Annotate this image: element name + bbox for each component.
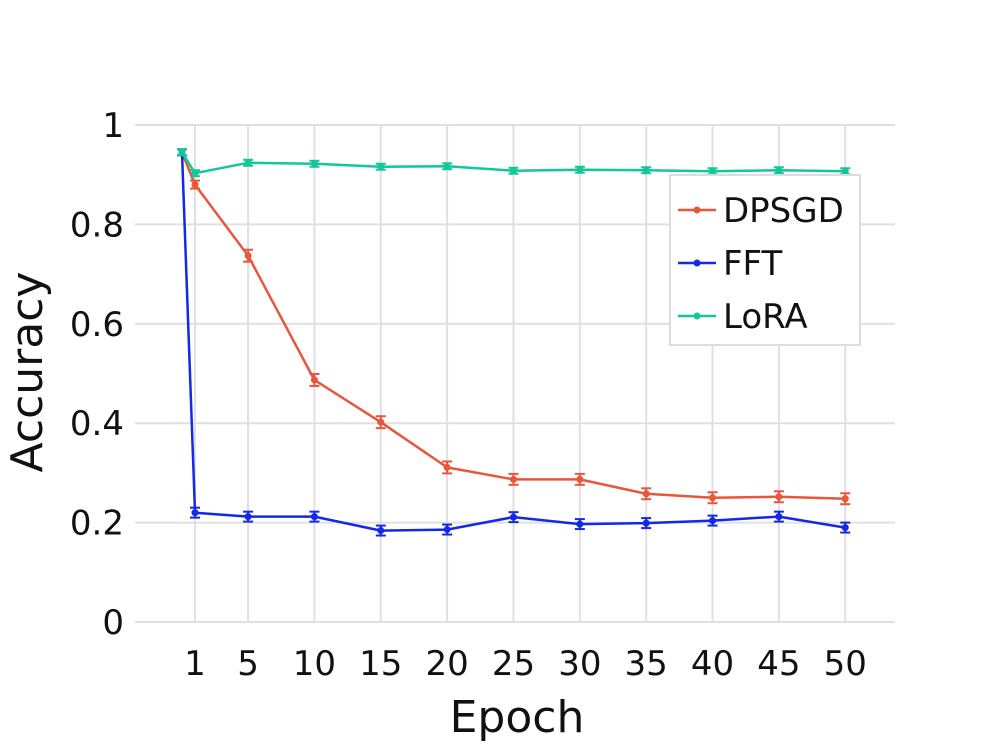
x-tick-label: 5 bbox=[237, 644, 259, 684]
data-point-fft bbox=[709, 517, 717, 525]
data-point-fft bbox=[509, 513, 517, 521]
data-point-lora bbox=[642, 166, 650, 174]
series-layer bbox=[177, 148, 851, 537]
legend-item-lora: LoRA bbox=[678, 297, 808, 337]
grid-layer bbox=[135, 124, 895, 623]
data-point-lora bbox=[178, 148, 186, 156]
x-tick-label: 15 bbox=[359, 644, 402, 684]
x-tick-label: 50 bbox=[824, 644, 867, 684]
data-point-dpsgd bbox=[642, 490, 650, 498]
data-point-fft bbox=[576, 520, 584, 528]
x-axis-title: Epoch bbox=[450, 692, 585, 743]
x-tick-label: 1 bbox=[184, 644, 206, 684]
data-point-dpsgd bbox=[191, 181, 199, 189]
y-tick-label: 0.8 bbox=[70, 205, 124, 245]
data-point-fft bbox=[191, 509, 199, 517]
data-point-dpsgd bbox=[576, 475, 584, 483]
legend-marker-dpsgd bbox=[693, 206, 701, 214]
data-point-lora bbox=[576, 166, 584, 174]
data-point-lora bbox=[310, 160, 318, 168]
data-point-dpsgd bbox=[509, 475, 517, 483]
series-dpsgd bbox=[177, 148, 851, 506]
data-point-fft bbox=[775, 513, 783, 521]
data-point-dpsgd bbox=[377, 418, 385, 426]
legend-item-dpsgd: DPSGD bbox=[678, 191, 844, 231]
legend: DPSGD FFT LoRA bbox=[669, 174, 861, 346]
tick-layer: 00.20.40.60.811 5 10 15 20 25 30 35 40 45 50 bbox=[70, 106, 867, 684]
data-point-lora bbox=[377, 163, 385, 171]
y-tick-label: 1 bbox=[102, 106, 124, 146]
series-line-lora bbox=[180, 151, 846, 175]
data-point-dpsgd bbox=[775, 493, 783, 501]
legend-label-dpsgd: DPSGD bbox=[723, 191, 844, 231]
legend-label-lora: LoRA bbox=[723, 297, 808, 337]
series-lora bbox=[177, 148, 851, 178]
y-tick-label: 0.6 bbox=[70, 305, 124, 345]
x-tick-label: 35 bbox=[625, 644, 668, 684]
data-point-lora bbox=[443, 162, 451, 170]
data-point-fft bbox=[310, 513, 318, 521]
data-point-lora bbox=[509, 167, 517, 175]
y-tick-label: 0 bbox=[102, 603, 124, 643]
series-line-dpsgd bbox=[180, 151, 846, 500]
data-point-fft bbox=[443, 526, 451, 534]
data-point-lora bbox=[191, 169, 199, 177]
data-point-fft bbox=[841, 524, 849, 532]
x-tick-label: 45 bbox=[757, 644, 800, 684]
series-line-fft bbox=[180, 152, 846, 532]
x-tick-label: 25 bbox=[492, 644, 535, 684]
legend-item-fft: FFT bbox=[678, 244, 783, 284]
data-point-lora bbox=[841, 167, 849, 175]
x-tick-label: 40 bbox=[691, 644, 734, 684]
data-point-dpsgd bbox=[310, 376, 318, 384]
data-point-fft bbox=[244, 513, 252, 521]
y-tick-label: 0.4 bbox=[70, 404, 124, 444]
x-tick-label: 10 bbox=[293, 644, 336, 684]
x-tick-label: 20 bbox=[425, 644, 468, 684]
y-axis-title: Accuracy bbox=[2, 272, 53, 473]
data-point-lora bbox=[709, 167, 717, 175]
legend-marker-lora bbox=[693, 312, 701, 320]
x-tick-label: 30 bbox=[558, 644, 601, 684]
data-point-dpsgd bbox=[244, 252, 252, 260]
data-point-dpsgd bbox=[709, 494, 717, 502]
y-tick-label: 0.2 bbox=[70, 504, 124, 544]
legend-label-fft: FFT bbox=[723, 244, 783, 284]
data-point-dpsgd bbox=[841, 495, 849, 503]
data-point-fft bbox=[377, 527, 385, 535]
data-point-lora bbox=[775, 166, 783, 174]
data-point-fft bbox=[642, 519, 650, 527]
data-point-lora bbox=[244, 159, 252, 167]
data-point-dpsgd bbox=[443, 463, 451, 471]
legend-marker-fft bbox=[693, 259, 701, 267]
